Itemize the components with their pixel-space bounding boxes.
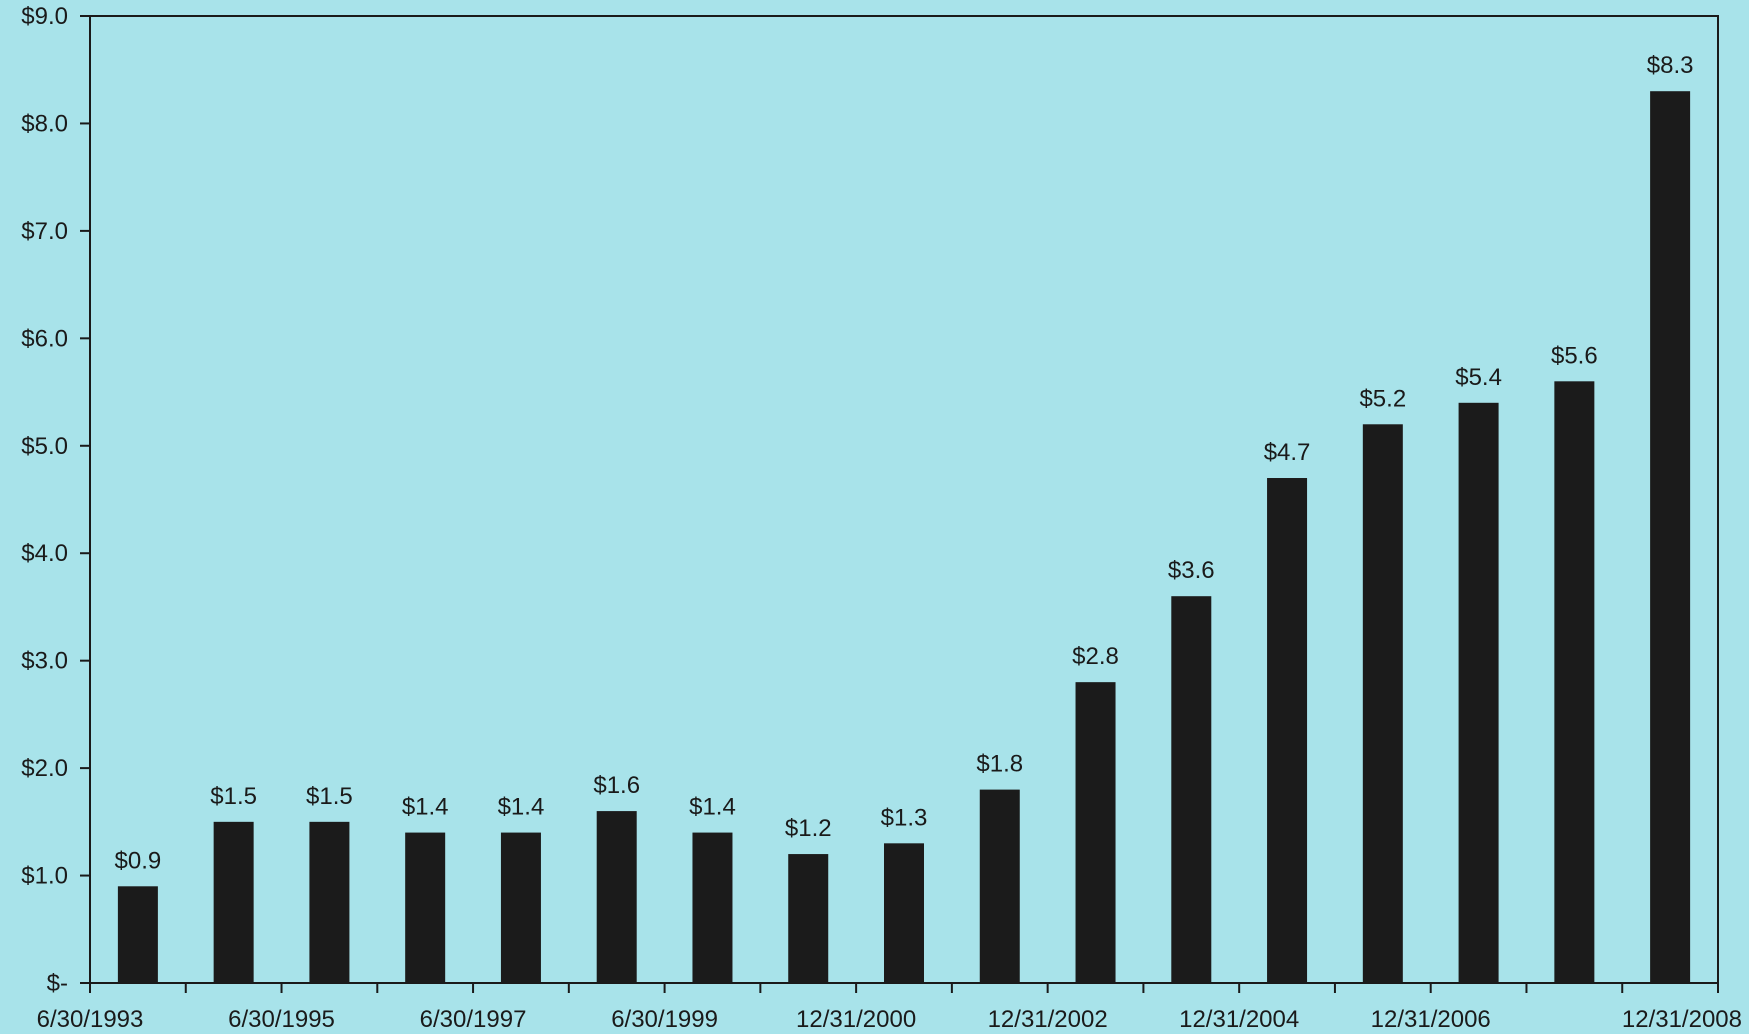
y-tick-label: $2.0 bbox=[21, 755, 68, 782]
bar-value-label: $1.3 bbox=[881, 804, 928, 831]
y-tick-label: $8.0 bbox=[21, 110, 68, 137]
bar bbox=[1075, 682, 1116, 983]
bar-value-label: $1.4 bbox=[498, 794, 545, 821]
y-tick-label: $6.0 bbox=[21, 325, 68, 352]
y-tick-label: $3.0 bbox=[21, 648, 68, 675]
bar bbox=[692, 832, 733, 983]
x-tick-label: 12/31/2002 bbox=[988, 1006, 1108, 1033]
bar-value-label: $2.8 bbox=[1072, 643, 1119, 670]
bar bbox=[309, 821, 350, 983]
bar-value-label: $5.6 bbox=[1551, 342, 1598, 369]
bar bbox=[1171, 596, 1212, 983]
bar bbox=[1554, 381, 1595, 983]
bar bbox=[596, 811, 637, 983]
x-tick-label: 12/31/2006 bbox=[1371, 1006, 1491, 1033]
bar bbox=[405, 832, 446, 983]
x-tick-label: 6/30/1999 bbox=[611, 1006, 718, 1033]
y-tick-label: $9.0 bbox=[21, 3, 68, 30]
x-tick-label: 12/31/2008 bbox=[1622, 1006, 1742, 1033]
bar bbox=[1267, 478, 1308, 983]
bar bbox=[979, 789, 1020, 983]
bar-value-label: $4.7 bbox=[1264, 439, 1311, 466]
bar bbox=[1458, 402, 1499, 983]
y-tick-label: $4.0 bbox=[21, 540, 68, 567]
bar bbox=[213, 821, 254, 983]
bar-value-label: $1.6 bbox=[593, 772, 640, 799]
x-tick-label: 12/31/2000 bbox=[796, 1006, 916, 1033]
bar-value-label: $5.4 bbox=[1455, 364, 1502, 391]
bar-value-label: $1.2 bbox=[785, 815, 832, 842]
bar-value-label: $1.8 bbox=[976, 751, 1023, 778]
bar bbox=[884, 843, 924, 983]
bar-value-label: $3.6 bbox=[1168, 557, 1215, 584]
x-tick-label: 12/31/2004 bbox=[1179, 1006, 1299, 1033]
bar-value-label: $1.5 bbox=[210, 783, 257, 810]
bar bbox=[500, 832, 541, 983]
bar bbox=[788, 854, 829, 983]
bar-value-label: $1.4 bbox=[402, 794, 449, 821]
bar bbox=[1650, 91, 1691, 983]
bar-value-label: $5.2 bbox=[1359, 385, 1406, 412]
x-tick-label: 6/30/1993 bbox=[37, 1006, 144, 1033]
bar bbox=[1362, 424, 1403, 983]
bar bbox=[117, 886, 158, 983]
y-tick-label: $5.0 bbox=[21, 433, 68, 460]
y-tick-label: $1.0 bbox=[21, 863, 68, 890]
bar-value-label: $0.9 bbox=[115, 847, 162, 874]
y-tick-label: $7.0 bbox=[21, 218, 68, 245]
x-tick-label: 6/30/1995 bbox=[228, 1006, 335, 1033]
bar-value-label: $1.5 bbox=[306, 783, 353, 810]
x-tick-label: 6/30/1997 bbox=[420, 1006, 527, 1033]
bar-value-label: $1.4 bbox=[689, 794, 736, 821]
bar-value-label: $8.3 bbox=[1647, 52, 1694, 79]
y-tick-label: $- bbox=[47, 970, 68, 997]
